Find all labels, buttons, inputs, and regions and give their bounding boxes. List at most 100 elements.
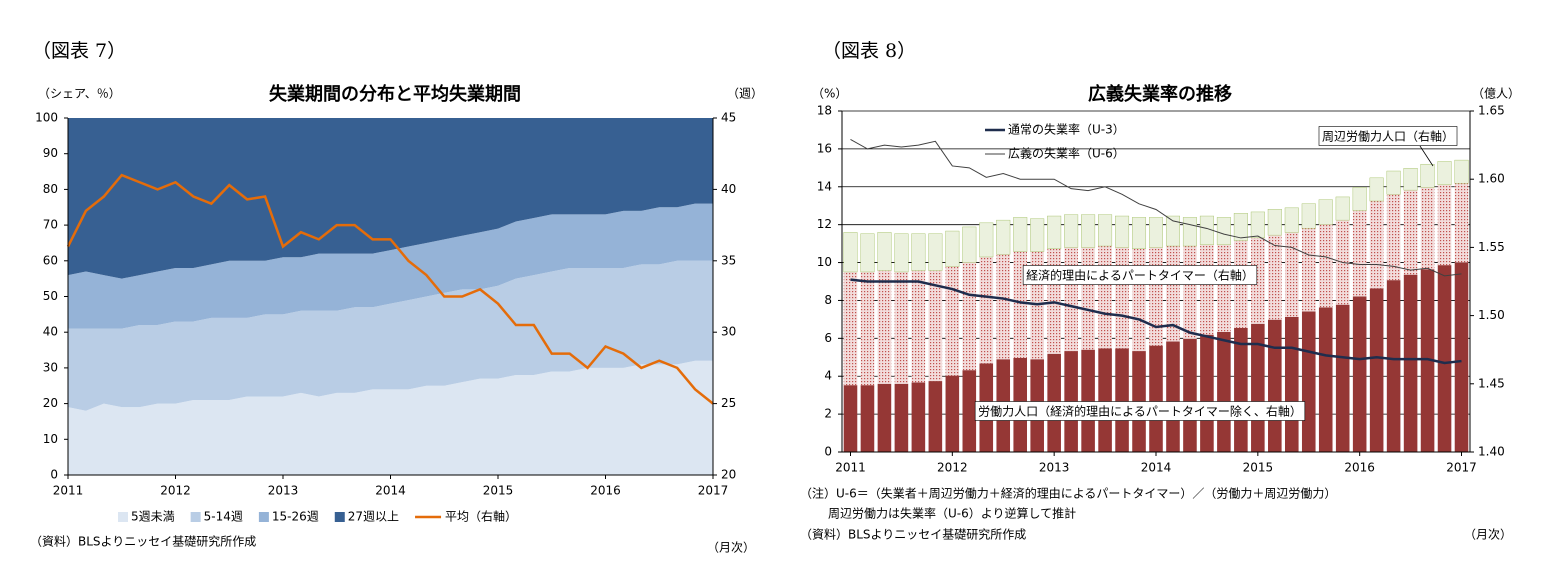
bar bbox=[1251, 237, 1265, 324]
annotation: 経済的理由によるパートタイマー（右軸） bbox=[1026, 268, 1254, 283]
y2-tick-label: 1.65 bbox=[1478, 104, 1505, 118]
bar bbox=[1437, 265, 1452, 452]
x-tick-label: 2015 bbox=[483, 484, 514, 498]
legend-label: 広義の失業率（U-6） bbox=[1008, 146, 1125, 161]
line bbox=[66, 173, 714, 405]
bar bbox=[1098, 214, 1113, 247]
line bbox=[850, 138, 1462, 277]
y-axis-label: （シェア、％） bbox=[38, 87, 121, 101]
y-tick-label: 10 bbox=[817, 255, 832, 269]
bar bbox=[945, 266, 960, 376]
bar bbox=[1403, 168, 1418, 191]
y2-tick-label: 25 bbox=[721, 396, 736, 410]
area bbox=[68, 203, 713, 329]
bar bbox=[1098, 348, 1112, 452]
bar bbox=[1369, 201, 1384, 289]
bar bbox=[1183, 338, 1197, 452]
bar bbox=[1369, 288, 1384, 452]
bar bbox=[1149, 217, 1163, 248]
legend-label: 5週未満 bbox=[131, 510, 175, 524]
y-tick-label: 0 bbox=[824, 445, 832, 459]
x-tick-label: 2011 bbox=[835, 461, 866, 475]
bar bbox=[1318, 224, 1333, 308]
legend-label: 27週以上 bbox=[348, 510, 399, 524]
y-tick-label: 70 bbox=[43, 218, 58, 232]
bar bbox=[1454, 262, 1469, 452]
y-tick-label: 50 bbox=[43, 289, 58, 303]
bar bbox=[860, 233, 875, 273]
bar bbox=[1217, 331, 1231, 452]
bar bbox=[1233, 213, 1248, 241]
bar bbox=[1149, 247, 1163, 346]
bar bbox=[1284, 316, 1299, 452]
bar bbox=[979, 256, 994, 364]
bar bbox=[843, 232, 858, 273]
bar bbox=[1166, 341, 1180, 452]
bar bbox=[1098, 246, 1112, 349]
y-tick-label: 20 bbox=[43, 396, 58, 410]
y-tick-label: 18 bbox=[817, 104, 832, 118]
x-tick-label: 2017 bbox=[1446, 461, 1477, 475]
y2-tick-label: 35 bbox=[721, 253, 736, 267]
x-tick-label: 2012 bbox=[937, 461, 968, 475]
source: （資料）BLSよりニッセイ基礎研究所作成 bbox=[30, 534, 256, 549]
legend-label: 15-26週 bbox=[272, 510, 319, 524]
bar bbox=[1200, 244, 1214, 335]
y2-tick-label: 45 bbox=[721, 111, 736, 125]
bar bbox=[1200, 334, 1214, 452]
bar bbox=[1115, 215, 1130, 248]
bar bbox=[1165, 215, 1180, 247]
bar bbox=[928, 233, 943, 271]
annotation-arrow bbox=[1419, 145, 1434, 167]
bar bbox=[1335, 196, 1350, 221]
bar bbox=[877, 383, 892, 452]
source: （資料）BLSよりニッセイ基礎研究所作成 bbox=[800, 527, 1026, 542]
y-tick-label: 90 bbox=[43, 146, 58, 160]
annotation: 周辺労働力人口（右軸） bbox=[1322, 129, 1454, 144]
bar bbox=[1268, 235, 1282, 320]
bar bbox=[928, 270, 943, 382]
x-tick-label: 2017 bbox=[698, 484, 729, 498]
bar bbox=[1284, 207, 1299, 233]
bar bbox=[843, 385, 858, 452]
legend-swatch bbox=[190, 512, 201, 522]
bar bbox=[1284, 232, 1299, 317]
bar bbox=[1115, 247, 1129, 349]
y2-tick-label: 1.50 bbox=[1478, 308, 1505, 322]
bar bbox=[1420, 269, 1435, 452]
bar bbox=[843, 271, 858, 386]
y-tick-label: 0 bbox=[50, 468, 58, 482]
bar bbox=[979, 222, 994, 258]
y-tick-label: 16 bbox=[817, 141, 832, 155]
bar bbox=[894, 271, 909, 384]
bar bbox=[1081, 349, 1095, 452]
bar bbox=[1064, 214, 1079, 248]
bar bbox=[1437, 184, 1452, 266]
bar bbox=[1301, 228, 1316, 312]
bar bbox=[1081, 214, 1096, 248]
bar bbox=[1267, 209, 1282, 236]
figure-label: （図表 7） bbox=[32, 40, 126, 62]
bar bbox=[877, 270, 892, 384]
y2-tick-label: 1.60 bbox=[1478, 172, 1505, 186]
chart-title: 広義失業率の推移 bbox=[1088, 83, 1232, 105]
area bbox=[68, 360, 713, 475]
y-tick-label: 30 bbox=[43, 360, 58, 374]
bar bbox=[928, 381, 943, 452]
bar bbox=[1403, 274, 1418, 452]
bar bbox=[1301, 203, 1316, 229]
bar bbox=[1420, 187, 1435, 270]
annotation-box bbox=[1022, 265, 1258, 285]
y2-tick-label: 30 bbox=[721, 325, 736, 339]
legend-label: 通常の失業率（U-3） bbox=[1008, 122, 1125, 137]
bar bbox=[962, 262, 977, 371]
bar bbox=[1318, 199, 1333, 225]
y2-tick-label: 20 bbox=[721, 468, 736, 482]
y-tick-label: 60 bbox=[43, 253, 58, 267]
bar bbox=[1386, 170, 1401, 195]
chart-u6: （図表 8） 広義失業率の推移 （%） （億人） 0 2 4 6 8 10 12 14 16 18 1.40… bbox=[800, 40, 1520, 542]
bar bbox=[1030, 218, 1045, 252]
bar bbox=[1081, 247, 1095, 350]
bar bbox=[860, 385, 875, 452]
